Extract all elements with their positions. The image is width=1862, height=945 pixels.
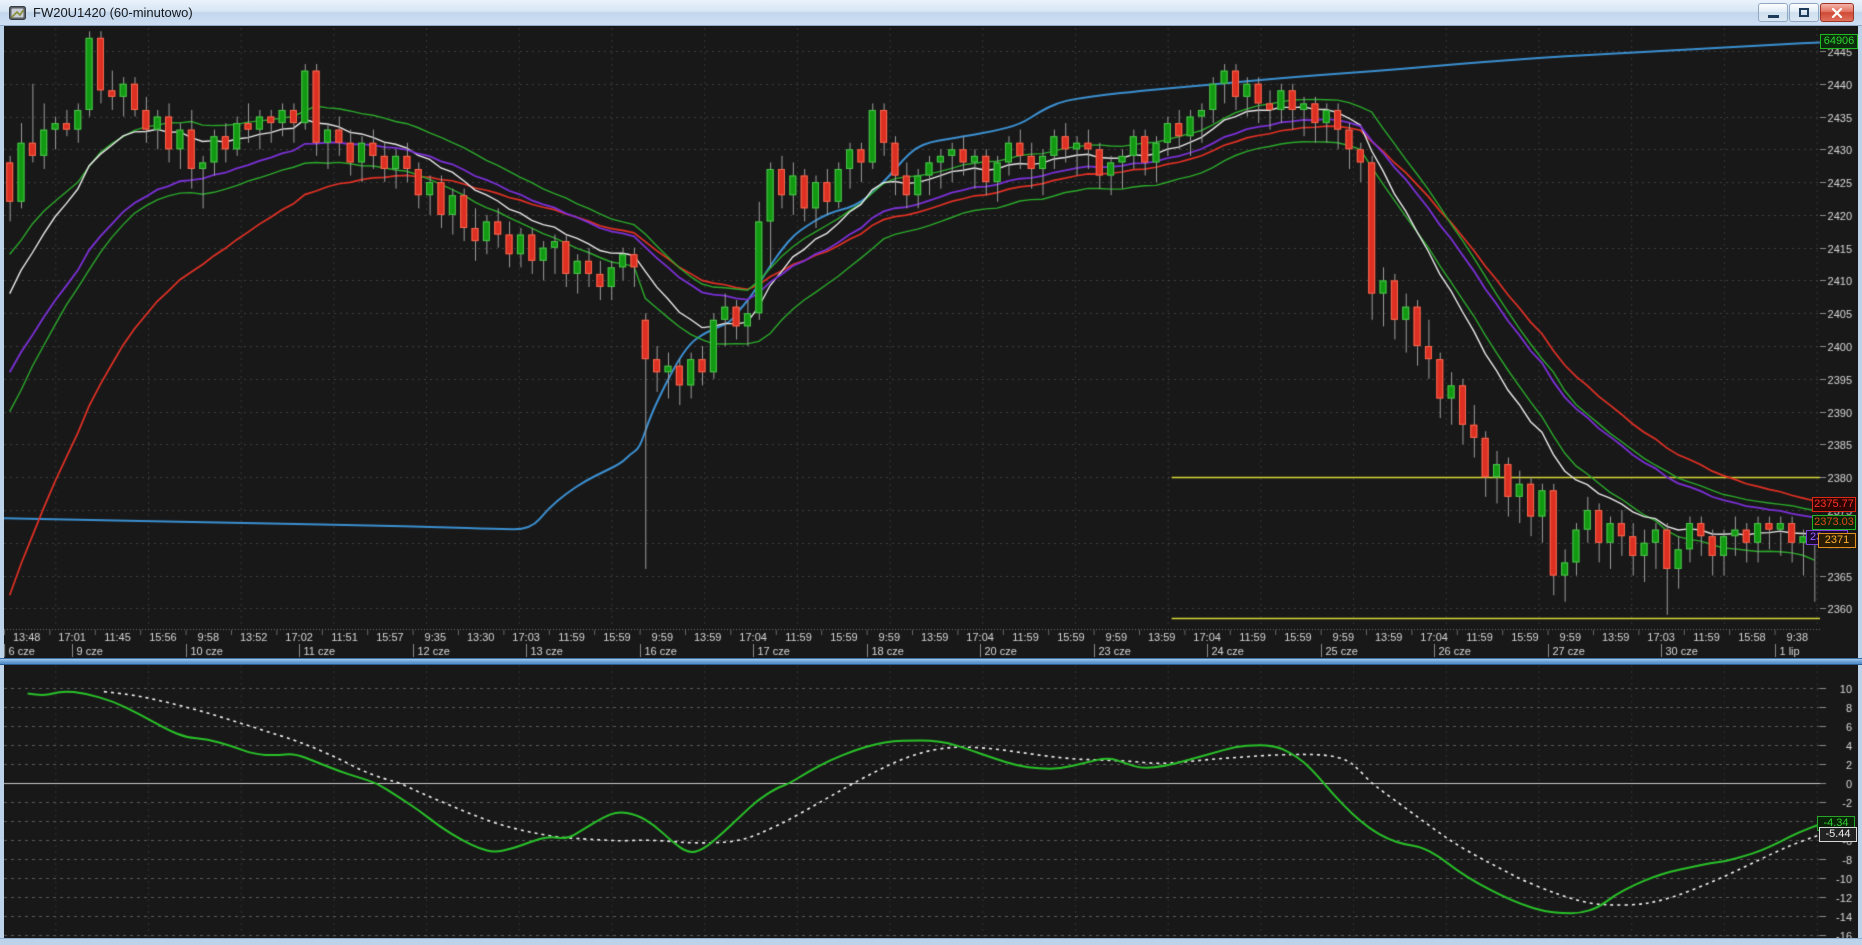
minimize-button[interactable] xyxy=(1758,3,1788,22)
indicator-chart-canvas[interactable] xyxy=(4,665,1858,938)
close-button[interactable] xyxy=(1820,3,1854,22)
last-price-label: 2371 xyxy=(1818,533,1856,548)
app-icon xyxy=(9,5,26,20)
price-chart-canvas[interactable] xyxy=(4,26,1858,658)
minimize-icon xyxy=(1767,15,1779,18)
pane-splitter[interactable] xyxy=(0,658,1862,665)
window-title: FW20U1420 (60-minutowo) xyxy=(33,5,193,20)
window-border-right xyxy=(1858,26,1862,936)
restore-button[interactable] xyxy=(1789,3,1819,22)
titlebar[interactable]: FW20U1420 (60-minutowo) xyxy=(0,0,1862,26)
window-border-left xyxy=(0,26,4,936)
window-border-bottom xyxy=(0,938,1862,945)
open-interest-value-label: 64906 xyxy=(1820,34,1858,49)
ma-red-value-label: 2375.77 xyxy=(1812,497,1856,512)
close-icon xyxy=(1831,7,1843,18)
ma-green-value-label: 2373.03 xyxy=(1812,515,1856,530)
restore-icon xyxy=(1799,8,1809,17)
macd-signal-value-label: -5.44 xyxy=(1819,827,1857,842)
